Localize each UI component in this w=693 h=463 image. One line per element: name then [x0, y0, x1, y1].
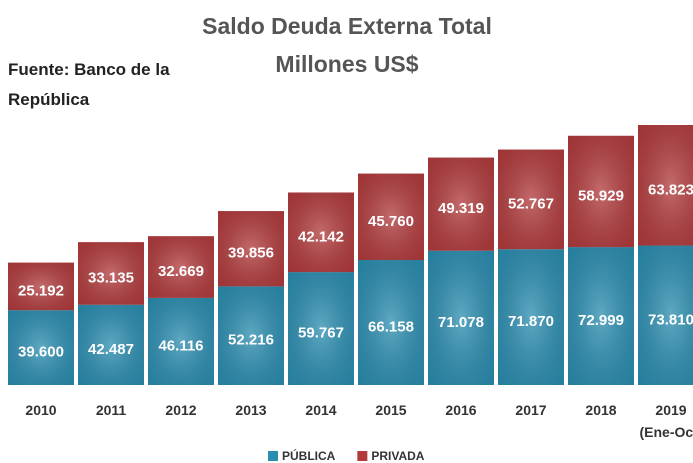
data-label: 42.487 [88, 341, 134, 358]
bar-shade [498, 149, 564, 250]
data-label: 39.600 [18, 344, 64, 361]
data-label: 73.810 [648, 311, 693, 328]
x-tick-label: 2016 [445, 402, 477, 418]
bar-shade [638, 245, 693, 385]
chart-title: Saldo Deuda Externa Total [202, 13, 492, 39]
data-label: 71.078 [438, 314, 484, 331]
legend-label: PÚBLICA [282, 448, 336, 463]
data-label: 71.870 [508, 313, 554, 330]
data-label: 39.856 [228, 245, 274, 262]
bar-shade [148, 236, 214, 298]
data-label: 58.929 [578, 187, 624, 204]
source-note: Fuente: Banco de la República [8, 60, 170, 109]
x-tick-label: 2011 [95, 402, 127, 418]
data-label: 49.319 [438, 200, 484, 217]
bar-shade [498, 249, 564, 385]
data-label: 63.823 [648, 181, 693, 198]
data-label: 66.158 [368, 318, 414, 335]
bar-shade [568, 135, 634, 248]
bar-shade [638, 125, 693, 246]
legend-swatch [268, 451, 278, 461]
bar-shade [358, 260, 424, 385]
data-label: 42.142 [298, 228, 344, 245]
bar-shade [288, 272, 354, 385]
x-tick-label: 2013 [235, 402, 267, 418]
x-tick-label: 2019 (Ene-Oct) [639, 402, 693, 440]
data-label: 45.760 [368, 213, 414, 230]
bar-shade [78, 304, 144, 385]
bar-shade [148, 297, 214, 385]
x-tick-label: 2018 [585, 402, 617, 418]
bar-shade [218, 286, 284, 385]
data-label: 32.669 [158, 263, 204, 280]
data-label: 52.216 [228, 332, 274, 349]
bar-shade [8, 310, 74, 385]
bar-shade [568, 247, 634, 385]
bar-shade [428, 157, 494, 251]
bar-shade [8, 262, 74, 311]
bar-shade [78, 242, 144, 305]
x-tick-label: 2010 [25, 402, 57, 418]
legend-swatch [357, 451, 368, 461]
data-label: 52.767 [508, 195, 554, 212]
legend-label: PRIVADA [371, 449, 424, 463]
data-label: 25.192 [18, 282, 64, 299]
data-label: 46.116 [158, 337, 203, 354]
x-tick-label: 2014 [305, 402, 337, 418]
chart-subtitle: Millones US$ [275, 51, 418, 77]
bar-shade [288, 192, 354, 273]
data-label: 59.767 [298, 325, 344, 342]
data-label: 33.135 [88, 269, 134, 286]
data-label: 72.999 [578, 312, 624, 329]
bar-shade [358, 173, 424, 261]
x-tick-label: 2017 [515, 402, 547, 418]
x-tick-label: 2015 [375, 402, 407, 418]
bar-shade [218, 211, 284, 287]
bar-shade [428, 250, 494, 385]
x-tick-label: 2012 [165, 402, 197, 418]
